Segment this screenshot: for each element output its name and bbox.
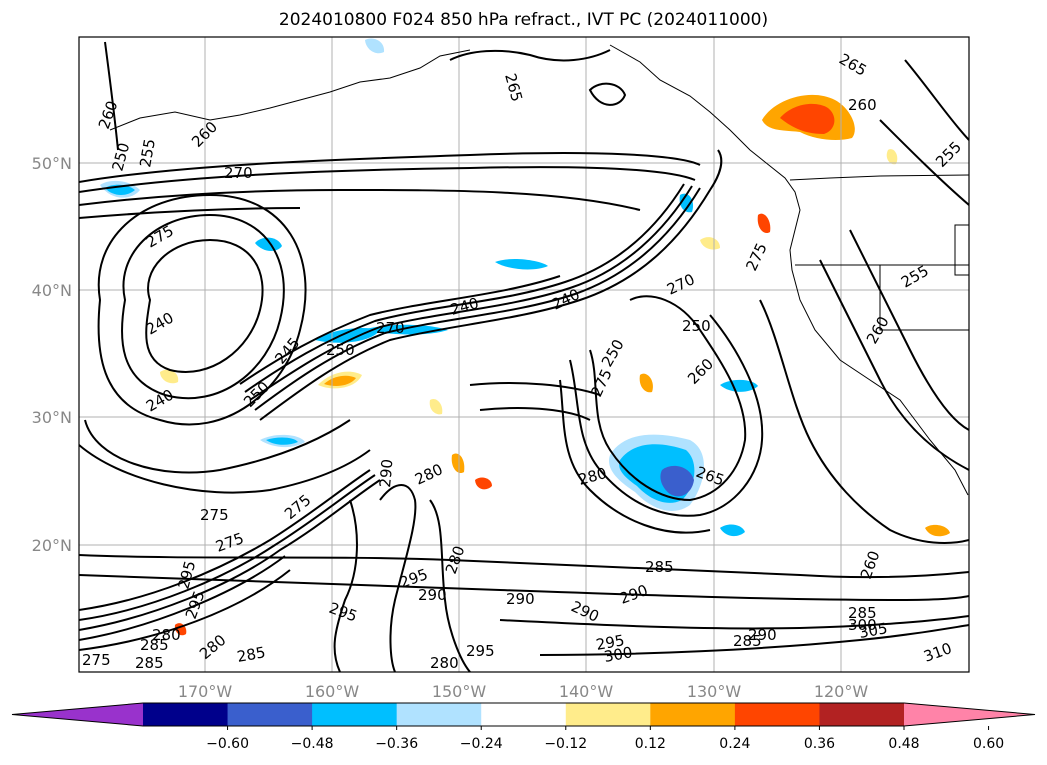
- svg-text:30°N: 30°N: [32, 408, 72, 427]
- colorbar-tick-label: −0.12: [544, 736, 587, 752]
- colorbar-box: [565, 703, 651, 726]
- svg-text:285: 285: [733, 632, 762, 650]
- colorbar-box: [650, 703, 736, 726]
- colorbar-tick-label: 0.36: [804, 736, 835, 752]
- colorbar-tick-label: −0.60: [206, 736, 249, 752]
- colorbar-extend-high: [904, 703, 1035, 726]
- svg-text:120°W: 120°W: [814, 682, 869, 701]
- colorbar-tick-label: −0.48: [291, 736, 334, 752]
- map-background: [79, 37, 969, 672]
- colorbar-tick-label: −0.36: [375, 736, 418, 752]
- svg-text:285: 285: [140, 636, 169, 654]
- svg-text:150°W: 150°W: [432, 682, 487, 701]
- svg-text:40°N: 40°N: [32, 281, 72, 300]
- svg-text:50°N: 50°N: [32, 154, 72, 173]
- svg-text:20°N: 20°N: [32, 536, 72, 555]
- svg-text:270: 270: [376, 319, 405, 337]
- svg-text:255: 255: [136, 137, 159, 168]
- latitude-labels: 50°N 40°N 30°N 20°N: [32, 154, 72, 555]
- colorbar-box: [227, 703, 313, 726]
- longitude-labels: 170°W 160°W 150°W 140°W 130°W 120°W: [178, 682, 869, 701]
- svg-text:280: 280: [430, 654, 459, 672]
- svg-text:300: 300: [603, 643, 634, 666]
- svg-text:275: 275: [200, 506, 229, 524]
- svg-text:300: 300: [848, 616, 877, 634]
- colorbar-box: [312, 703, 398, 726]
- svg-text:290: 290: [376, 458, 396, 488]
- svg-text:290: 290: [748, 626, 777, 644]
- svg-text:275: 275: [82, 651, 111, 669]
- colorbar-tick-label: 0.60: [973, 736, 1004, 752]
- colorbar-box: [819, 703, 905, 726]
- svg-text:160°W: 160°W: [305, 682, 360, 701]
- svg-text:250: 250: [326, 341, 355, 359]
- map-frame: [78, 36, 970, 673]
- colorbar-box: [143, 703, 229, 726]
- svg-text:140°W: 140°W: [559, 682, 614, 701]
- colorbar-tick-label: −0.24: [460, 736, 503, 752]
- colorbar-extend-low: [12, 703, 143, 726]
- svg-text:305: 305: [858, 619, 889, 642]
- contour-lines: [79, 41, 969, 672]
- svg-text:285: 285: [848, 604, 877, 622]
- colorbar: −0.60 −0.48 −0.36 −0.24 −0.12 0.12 0.24 0.36 0.4…: [11, 702, 1036, 752]
- colorbar-outline: [11, 702, 1036, 727]
- svg-text:285: 285: [135, 654, 164, 672]
- svg-text:285: 285: [645, 558, 674, 576]
- colorbar-box: [734, 703, 820, 726]
- svg-text:285: 285: [236, 643, 267, 666]
- colorbar-tick-label: 0.12: [635, 736, 666, 752]
- colorbar-box: [481, 703, 567, 726]
- svg-text:130°W: 130°W: [687, 682, 742, 701]
- colorbar-box: [396, 703, 482, 726]
- colorbar-tick-label: 0.48: [888, 736, 919, 752]
- colorbar-tick-label: 0.24: [719, 736, 750, 752]
- svg-text:170°W: 170°W: [178, 682, 233, 701]
- map-title: 2024010800 F024 850 hPa refract., IVT PC…: [278, 10, 769, 30]
- svg-text:290: 290: [506, 590, 535, 608]
- svg-text:295: 295: [595, 631, 626, 654]
- svg-text:290: 290: [418, 586, 447, 604]
- svg-text:270: 270: [224, 164, 253, 182]
- svg-text:260: 260: [848, 96, 877, 114]
- svg-text:250: 250: [682, 317, 711, 335]
- svg-text:280: 280: [152, 626, 181, 644]
- svg-text:295: 295: [466, 642, 495, 660]
